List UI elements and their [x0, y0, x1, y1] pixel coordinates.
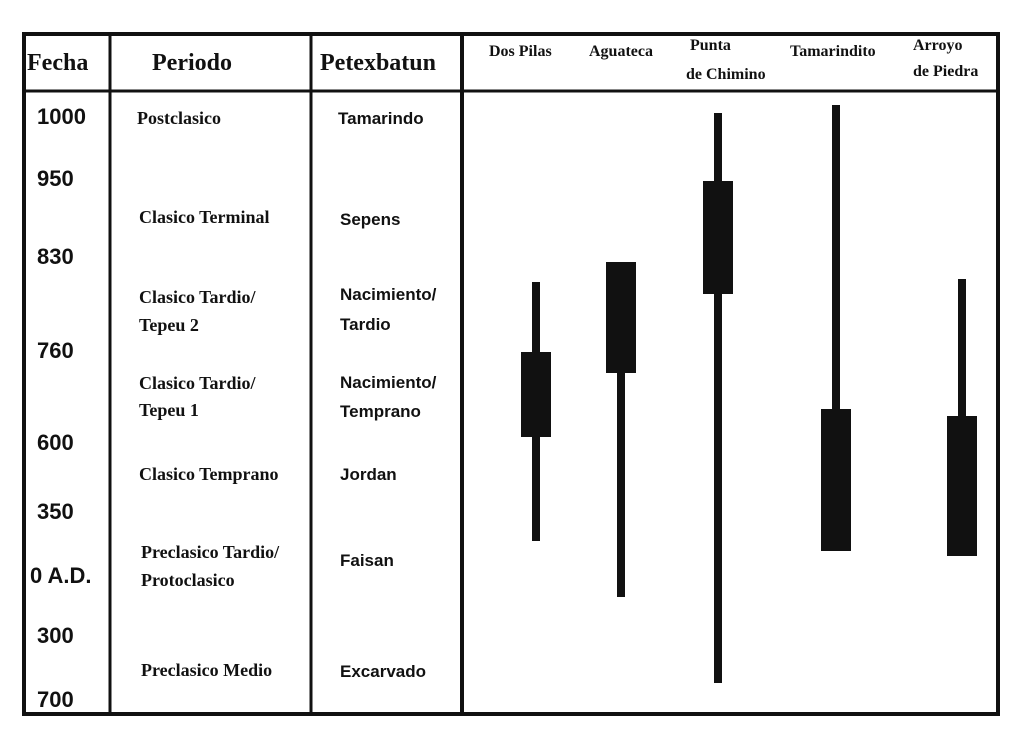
main-occupation-punta-de-chimino [703, 181, 733, 294]
phase-label-nacimiento-tardio: Nacimiento/ [340, 285, 437, 304]
date-label-1000: 1000 [37, 104, 86, 129]
phase-label-jordan: Jordan [340, 465, 397, 484]
date-label-600: 600 [37, 430, 74, 455]
site-label-tamarindito: Tamarindito [790, 43, 876, 60]
period-label-clasico-terminal: Clasico Terminal [139, 207, 270, 227]
range-line-tamarindito [832, 105, 840, 551]
period-label-protoclasico: Protoclasico [141, 570, 235, 590]
date-label-760: 760 [37, 338, 74, 363]
period-label-clasico-tardio-1: Clasico Tardio/ [139, 373, 257, 393]
main-occupation-tamarindito [821, 409, 851, 551]
site-label-arroyo: Arroyo [913, 37, 962, 54]
site-label-aguateca: Aguateca [589, 43, 653, 60]
period-label-preclasico-medio: Preclasico Medio [141, 660, 272, 680]
site-label-punta: Punta [690, 37, 731, 54]
phase-label-nacimiento-temprano: Nacimiento/ [340, 373, 437, 392]
phase-label-tamarindo: Tamarindo [338, 109, 424, 128]
date-label-830: 830 [37, 244, 74, 269]
date-label-950: 950 [37, 166, 74, 191]
phase-label-tardio: Tardio [340, 315, 391, 334]
date-label-700: 700 [37, 687, 74, 712]
main-occupation-dos-pilas [521, 352, 551, 437]
date-label-300: 300 [37, 623, 74, 648]
site-label-de-chimino: de Chimino [686, 66, 766, 83]
table-frame [22, 32, 1000, 716]
date-label-350: 350 [37, 499, 74, 524]
period-label-tepeu-1: Tepeu 1 [139, 400, 199, 420]
main-occupation-arroyo-de-piedra [947, 416, 977, 556]
header-petexbatun: Petexbatun [320, 50, 436, 76]
period-label-preclasico-tardio: Preclasico Tardio/ [141, 542, 280, 562]
range-line-aguateca [617, 262, 625, 597]
period-label-clasico-temprano: Clasico Temprano [139, 464, 279, 484]
phase-label-faisan: Faisan [340, 551, 394, 570]
site-label-dos-pilas: Dos Pilas [489, 43, 552, 60]
period-label-tepeu-2: Tepeu 2 [139, 315, 199, 335]
phase-label-temprano: Temprano [340, 402, 421, 421]
period-label-clasico-tardio-2: Clasico Tardio/ [139, 287, 257, 307]
phase-label-sepens: Sepens [340, 210, 400, 229]
date-label-0-ad: 0 A.D. [30, 563, 92, 588]
main-occupation-aguateca [606, 262, 636, 373]
header-fecha: Fecha [27, 50, 88, 76]
range-line-punta-de-chimino [714, 113, 722, 683]
occupation-bars [521, 105, 977, 683]
site-label-de-piedra: de Piedra [913, 63, 978, 80]
period-label-postclasico: Postclasico [137, 108, 221, 128]
header-periodo: Periodo [152, 50, 232, 76]
phase-label-excarvado: Excarvado [340, 662, 426, 681]
